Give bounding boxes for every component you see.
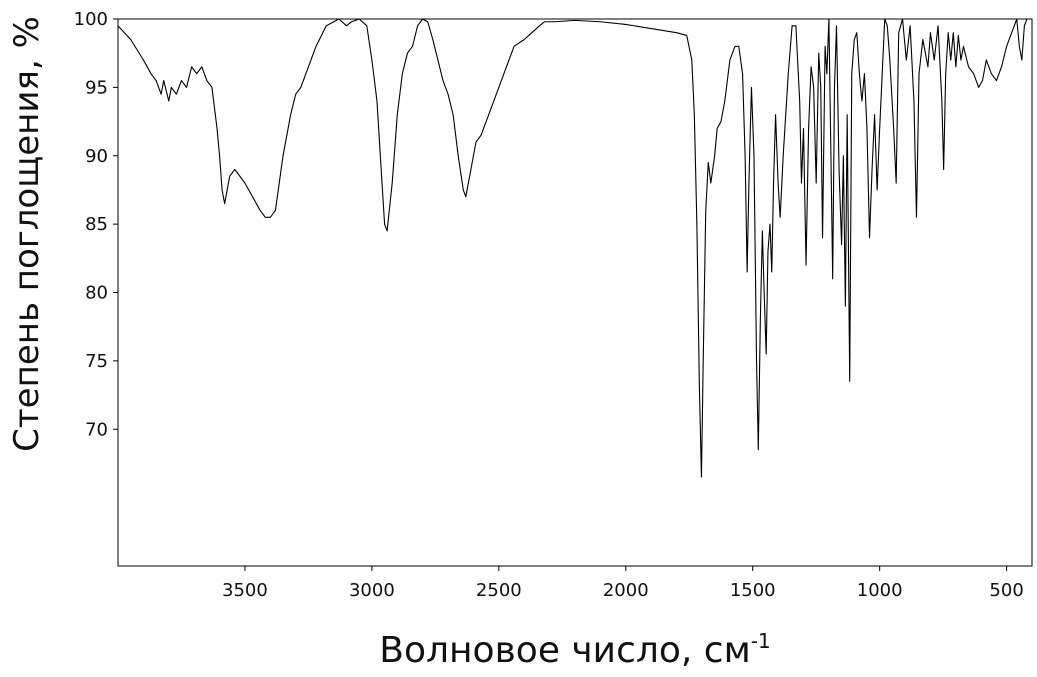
x-tick-label: 2000 bbox=[603, 580, 649, 601]
x-tick-label: 1500 bbox=[730, 580, 776, 601]
x-tick-label: 3000 bbox=[349, 580, 395, 601]
x-tick-label: 1000 bbox=[857, 580, 903, 601]
x-axis-label-sup: -1 bbox=[751, 629, 771, 653]
y-tick-label: 70 bbox=[85, 419, 108, 440]
y-tick-label: 95 bbox=[85, 77, 108, 98]
y-tick-label: 85 bbox=[85, 214, 108, 235]
y-tick-label: 100 bbox=[74, 9, 108, 30]
y-axis-label: Степень поглощения, % bbox=[7, 16, 47, 452]
x-tick-label: 2500 bbox=[476, 580, 522, 601]
spectrum-line bbox=[117, 18, 1032, 478]
x-tick-label: 3500 bbox=[222, 580, 268, 601]
y-tick-label: 80 bbox=[85, 283, 108, 304]
x-tick-label: 500 bbox=[989, 580, 1023, 601]
x-axis-label: Волновое число, см-1 bbox=[379, 629, 770, 671]
x-axis-label-text: Волновое число, см bbox=[379, 630, 750, 671]
y-tick-label: 90 bbox=[85, 146, 108, 167]
y-tick-label: 75 bbox=[85, 351, 108, 372]
plot-frame bbox=[117, 18, 1033, 567]
